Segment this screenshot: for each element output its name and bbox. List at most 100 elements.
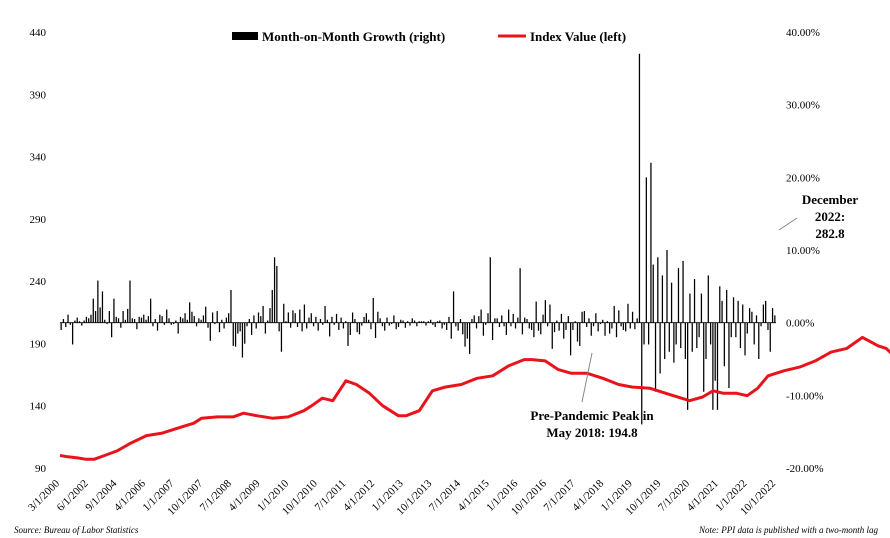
growth-bar bbox=[294, 313, 296, 323]
growth-bar bbox=[574, 321, 576, 323]
growth-bar bbox=[774, 315, 776, 323]
growth-bar bbox=[335, 313, 338, 323]
growth-bar bbox=[62, 319, 65, 323]
growth-bar bbox=[563, 322, 565, 339]
growth-bar bbox=[627, 303, 629, 323]
growth-bar bbox=[700, 293, 703, 323]
growth-bar bbox=[322, 322, 324, 325]
growth-bar bbox=[592, 322, 595, 327]
growth-bar bbox=[629, 322, 631, 329]
growth-bar bbox=[746, 322, 748, 334]
growth-bar bbox=[280, 322, 283, 352]
december-annotation: December 2022: 282.8 bbox=[778, 192, 858, 241]
growth-bar bbox=[262, 305, 264, 323]
growth-bar bbox=[257, 312, 260, 323]
growth-bar bbox=[457, 322, 459, 331]
growth-bar bbox=[400, 319, 402, 323]
growth-bar bbox=[744, 322, 746, 356]
growth-bar bbox=[611, 322, 613, 329]
growth-bar bbox=[402, 320, 404, 323]
growth-bar bbox=[345, 321, 347, 323]
growth-bar bbox=[191, 311, 193, 323]
growth-bar bbox=[558, 322, 560, 331]
left-tick-label: 190 bbox=[30, 338, 47, 350]
growth-bar bbox=[74, 320, 76, 323]
growth-bar bbox=[285, 321, 287, 323]
growth-bar bbox=[404, 322, 407, 328]
growth-bar bbox=[528, 322, 530, 329]
growth-bar bbox=[269, 308, 271, 323]
growth-bar bbox=[579, 322, 581, 346]
growth-bar bbox=[668, 322, 670, 352]
growth-bar bbox=[586, 322, 588, 328]
growth-bar bbox=[535, 301, 537, 323]
growth-bar bbox=[211, 312, 214, 323]
growth-bar bbox=[386, 317, 388, 323]
growth-bar bbox=[517, 317, 519, 323]
growth-bar bbox=[625, 322, 627, 332]
growth-bar bbox=[166, 309, 168, 323]
growth-bar bbox=[101, 291, 104, 323]
growth-bar bbox=[182, 318, 184, 323]
growth-bar bbox=[99, 307, 101, 323]
legend-label-index: Index Value (left) bbox=[530, 29, 626, 44]
growth-bar bbox=[85, 316, 88, 323]
growth-bar bbox=[514, 322, 517, 329]
growth-bar bbox=[432, 322, 434, 325]
growth-bar bbox=[287, 312, 289, 323]
growth-bar bbox=[409, 322, 411, 326]
growth-bar bbox=[244, 322, 246, 344]
growth-bar bbox=[565, 322, 567, 330]
growth-bar bbox=[549, 304, 551, 323]
left-tick-label: 340 bbox=[30, 152, 47, 164]
growth-bar bbox=[202, 315, 205, 323]
growth-bar bbox=[423, 321, 425, 323]
growth-bar bbox=[111, 322, 113, 338]
growth-bar bbox=[324, 305, 326, 323]
growth-bar bbox=[306, 322, 308, 329]
growth-bar bbox=[78, 321, 81, 323]
growth-bar bbox=[407, 321, 409, 323]
growth-bar bbox=[508, 309, 510, 323]
growth-bar bbox=[413, 320, 416, 323]
growth-bar bbox=[572, 322, 574, 330]
growth-bar bbox=[117, 318, 120, 323]
growth-bar bbox=[723, 322, 725, 367]
growth-bar bbox=[124, 319, 127, 323]
growth-bar bbox=[193, 316, 195, 323]
growth-bar bbox=[762, 304, 765, 323]
growth-bar bbox=[450, 322, 452, 339]
december-label-line3: 282.8 bbox=[815, 226, 845, 241]
growth-bar bbox=[92, 298, 94, 323]
growth-bar bbox=[255, 322, 257, 329]
growth-bar bbox=[448, 316, 450, 323]
growth-bar bbox=[195, 322, 198, 327]
growth-bar bbox=[689, 293, 691, 323]
growth-bar bbox=[152, 322, 154, 327]
growth-bar bbox=[276, 265, 278, 323]
growth-bar bbox=[248, 319, 250, 323]
growth-bar bbox=[232, 322, 234, 346]
growth-bar bbox=[491, 322, 494, 341]
growth-bar bbox=[333, 322, 335, 325]
growth-bar bbox=[503, 322, 505, 327]
growth-bar bbox=[163, 322, 166, 325]
growth-bar bbox=[377, 311, 379, 323]
growth-bar bbox=[485, 322, 487, 325]
growth-bar bbox=[384, 322, 386, 331]
growth-bar bbox=[159, 314, 161, 323]
right-axis: -20.00% -10.00% 0.00% 10.00% 20.00% 30.00% 40.… bbox=[786, 27, 824, 475]
growth-bar bbox=[501, 315, 503, 323]
growth-bar bbox=[716, 322, 719, 410]
pre-pandemic-label-line2: May 2018: 194.8 bbox=[546, 425, 638, 440]
growth-bar bbox=[537, 322, 540, 331]
growth-bar bbox=[129, 280, 131, 323]
growth-bar bbox=[416, 322, 418, 327]
growth-bar bbox=[684, 322, 686, 359]
growth-bar bbox=[397, 322, 400, 328]
growth-bar bbox=[693, 279, 696, 323]
growth-bar bbox=[436, 321, 439, 323]
growth-bar bbox=[315, 316, 317, 323]
growth-bar bbox=[253, 315, 255, 323]
